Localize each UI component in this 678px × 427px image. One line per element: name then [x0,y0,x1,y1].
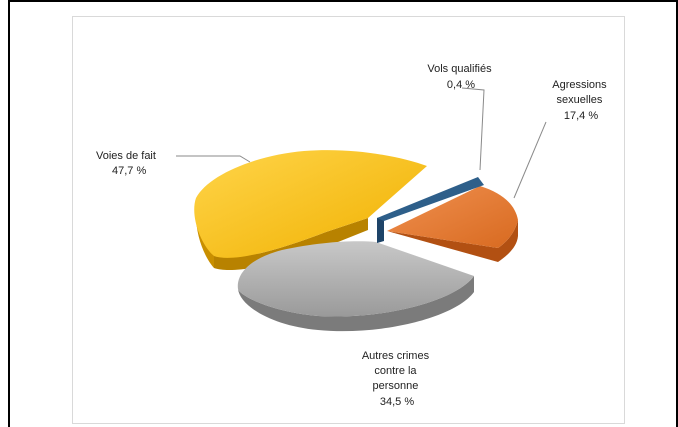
frame-right-border [676,0,678,427]
leader-lines [176,87,547,199]
slice-autres-crimes [237,241,474,332]
leader-line-agressions [513,121,547,199]
label-autres-crimes: Autres crimes contre la personne 34,5 % [362,350,432,408]
label-agressions-sexuelles: Agressions sexuelles 17,4 % [552,79,609,122]
slice-vols-qualifies [377,177,484,243]
leader-line-vols [461,87,485,171]
slice-voies-de-fait [194,150,427,271]
frame-top-border [8,0,678,2]
label-voies-de-fait: Voies de fait 47,7 % [96,150,159,177]
leader-line-voies [176,155,251,163]
slice-agressions-sexuelles [387,186,518,262]
frame-left-border [8,0,10,427]
label-vols-qualifies: Vols qualifiés 0,4 % [427,63,494,91]
